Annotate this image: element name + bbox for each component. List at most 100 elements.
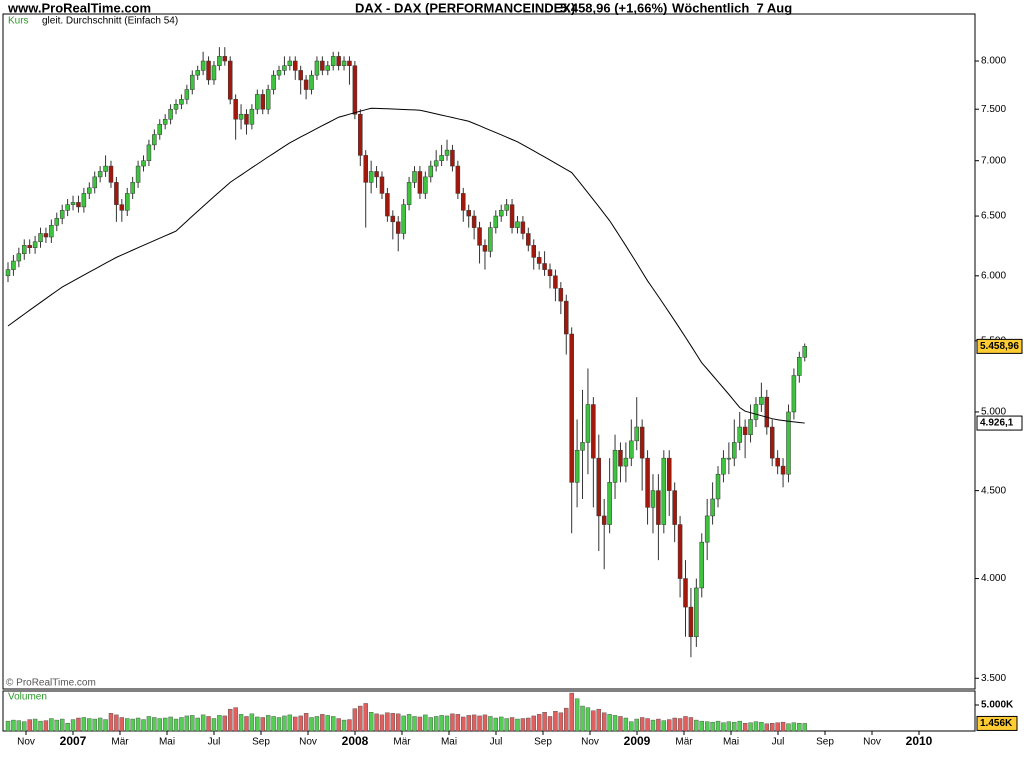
- volume-bar: [406, 714, 412, 732]
- volume-bar: [753, 721, 759, 732]
- volume-bar: [433, 716, 439, 732]
- volume-bar: [455, 714, 461, 732]
- volume-bar: [531, 715, 536, 732]
- candle-body: [336, 56, 341, 66]
- volume-bar: [390, 713, 396, 732]
- candle-body: [59, 210, 65, 219]
- candle-body: [314, 60, 320, 76]
- y-tick-label: 6.500: [981, 211, 1006, 222]
- volume-bar: [542, 712, 547, 732]
- candle-body: [618, 449, 623, 467]
- volume-bar: [602, 712, 607, 732]
- volume-bar: [471, 714, 477, 732]
- volume-bar: [748, 722, 753, 732]
- candle-body: [119, 204, 125, 211]
- candle-body: [233, 99, 238, 120]
- volume-bar: [173, 718, 179, 732]
- candle-body: [509, 204, 515, 228]
- candle-body: [802, 346, 807, 358]
- volume-bar: [331, 716, 336, 732]
- volume-bar: [303, 713, 309, 732]
- candle-body: [428, 165, 434, 178]
- x-tick-label: Mai: [441, 737, 457, 748]
- candle-body: [43, 233, 49, 238]
- candle-body: [206, 60, 211, 81]
- candle-body: [688, 606, 694, 638]
- volume-bar: [759, 721, 764, 732]
- volume-bar: [618, 716, 623, 732]
- volume-bar: [265, 715, 271, 732]
- volume-bar: [553, 711, 558, 732]
- candle-body: [54, 218, 60, 226]
- candle-body: [320, 60, 325, 71]
- candle-body: [260, 94, 265, 110]
- volume-bar: [114, 714, 119, 732]
- volume-bar: [661, 720, 667, 732]
- candle-body: [753, 404, 759, 420]
- candle-body: [759, 396, 764, 405]
- volume-bar: [65, 723, 70, 732]
- volume-bar: [596, 708, 601, 732]
- candle-body: [265, 89, 271, 110]
- candle-body: [542, 263, 547, 270]
- y-tick-label: 3.500: [981, 673, 1006, 684]
- volume-bar: [54, 719, 59, 732]
- candle-body: [87, 187, 92, 194]
- volume-bar: [97, 717, 103, 732]
- candle-body: [439, 155, 444, 161]
- candle-body: [444, 149, 450, 156]
- price-marker-box: [976, 415, 1023, 431]
- volume-bar: [233, 707, 238, 732]
- candle-body: [406, 182, 412, 205]
- candle-body: [715, 473, 721, 500]
- candle-body: [352, 65, 358, 115]
- volume-bar: [179, 717, 184, 732]
- candle-body: [498, 210, 504, 217]
- volume-bar: [320, 714, 325, 732]
- volume-bar: [509, 717, 515, 732]
- volume-bar: [710, 721, 715, 732]
- x-tick-label: Nov: [581, 737, 599, 748]
- volume-bar: [152, 717, 157, 732]
- volume-bar: [520, 718, 526, 732]
- candle-body: [244, 113, 249, 125]
- volume-bar: [287, 714, 293, 732]
- volume-bar: [228, 708, 233, 732]
- chart-title: DAX - DAX (PERFORMANCEINDEX): [355, 0, 575, 15]
- candle-body: [775, 457, 780, 467]
- candle-body: [764, 396, 770, 428]
- candle-body: [81, 193, 87, 208]
- price-frame: [2, 13, 976, 690]
- volume-bar: [667, 719, 672, 732]
- volume-bar: [694, 719, 699, 732]
- volume-bar: [780, 721, 786, 732]
- volume-bar: [580, 705, 585, 732]
- volume-bar: [271, 716, 276, 732]
- volume-bar: [737, 720, 742, 732]
- candle-body: [190, 74, 195, 90]
- candle-body: [547, 269, 553, 277]
- candle-body: [694, 587, 699, 638]
- x-tick-label: Jul: [208, 737, 221, 748]
- volume-bar: [341, 719, 347, 732]
- candle-body: [146, 144, 152, 161]
- volume-bar: [385, 712, 390, 732]
- candle-body: [504, 204, 509, 211]
- candle-body: [650, 490, 656, 508]
- candle-body: [710, 498, 715, 517]
- volume-bar: [499, 716, 504, 732]
- candle-body: [797, 357, 802, 376]
- x-tick-label: Nov: [17, 737, 35, 748]
- x-tick-label: Jul: [490, 737, 503, 748]
- volume-bar: [206, 716, 211, 732]
- quote: 5.458,96 (+1,66%): [560, 0, 667, 15]
- volume-bar: [629, 721, 634, 732]
- volume-bar: [119, 717, 125, 732]
- candle-body: [108, 165, 114, 183]
- candle-body: [482, 245, 488, 252]
- x-tick-label: Nov: [863, 737, 881, 748]
- volume-bar: [38, 720, 43, 732]
- x-tick-label: Mai: [159, 737, 175, 748]
- volume-bar: [146, 716, 152, 732]
